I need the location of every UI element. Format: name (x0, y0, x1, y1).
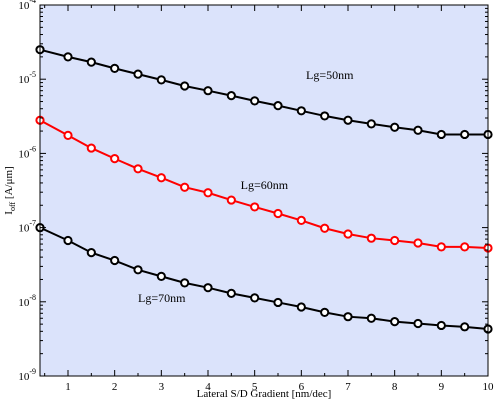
series-3-point (250, 293, 260, 303)
series-3-point (133, 265, 143, 275)
y-tick-exponent: -9 (29, 367, 36, 376)
series-1-point (180, 81, 190, 91)
annotations: Lg=50nm Lg=60nm Lg=70nm (138, 68, 354, 305)
series-2-point (180, 182, 190, 192)
series-3-point (436, 320, 446, 331)
y-tick-base: 10 (18, 74, 30, 86)
series-3-point (86, 248, 96, 258)
series-2-point (63, 130, 73, 140)
series-3-point (156, 271, 166, 281)
series-1-point (203, 86, 213, 96)
series-3-point (296, 302, 306, 312)
y-tick-label: 10-7 (18, 219, 36, 235)
series-2-point (250, 202, 260, 212)
series-1-point (63, 52, 73, 62)
x-tick-label: 4 (205, 381, 211, 393)
y-tick-exponent: -4 (29, 0, 36, 5)
plot-frame (39, 4, 489, 377)
x-tick-label: 5 (252, 381, 258, 393)
series-2-point (226, 195, 236, 205)
series-3-point (413, 318, 423, 329)
series-3-point (226, 288, 236, 298)
series-3-point (343, 312, 353, 322)
series-1-point (390, 122, 400, 132)
series-3-point (390, 317, 400, 327)
y-tick-base: 10 (18, 297, 30, 309)
series-3-point (320, 307, 330, 317)
series-3-point (203, 283, 213, 293)
y-tick-label: 10-6 (18, 144, 36, 160)
series-2-point (436, 242, 446, 252)
series-2-point (320, 223, 330, 233)
x-tick-label: 2 (112, 381, 118, 393)
y-tick-base: 10 (18, 223, 30, 235)
series-1-point (273, 101, 283, 111)
series-1-point (413, 125, 423, 135)
y-tick-base: 10 (18, 148, 30, 160)
series-2-point (133, 164, 143, 174)
series-2-point (413, 238, 423, 248)
series-2-point (296, 215, 306, 226)
series-2-point (110, 154, 120, 164)
series-1-point (133, 69, 143, 79)
x-tick-label: 10 (483, 381, 494, 393)
series-1-point (110, 63, 120, 73)
series-2-point (460, 242, 470, 252)
series-1-point (436, 129, 446, 140)
y-axis-title-main: I (3, 211, 15, 215)
series-2-point (366, 233, 376, 243)
x-tick-label: 7 (345, 381, 351, 393)
series-1-point (250, 96, 260, 106)
y-tick-label: 10-4 (18, 0, 36, 12)
y-tick-label: 10-5 (18, 70, 36, 86)
series-2-point (86, 143, 96, 153)
series-1-label: Lg=50nm (306, 68, 354, 82)
y-tick-label: 10-8 (18, 293, 36, 309)
series-3-point (110, 255, 120, 266)
series-3-point (180, 278, 190, 288)
series-2-point (156, 173, 166, 183)
series-1-point (296, 106, 306, 116)
y-tick-exponent: -7 (29, 219, 36, 228)
series-2-point (203, 188, 213, 198)
y-tick-exponent: -6 (29, 144, 36, 153)
series-3-point (460, 322, 470, 332)
series-1-point (460, 129, 470, 140)
x-tick-label: 1 (65, 381, 71, 393)
series-1-point (86, 57, 96, 67)
y-axis-title-sub: off (8, 202, 17, 212)
series-3-point (273, 297, 283, 308)
y-tick-exponent: -8 (29, 293, 36, 302)
series-3-point (63, 235, 73, 246)
y-tick-base: 10 (18, 371, 30, 383)
series-1-point (226, 91, 236, 101)
x-axis-title: Lateral S/D Gradient [nm/dec] (197, 388, 332, 400)
series-3-point (366, 313, 376, 323)
series-3-label: Lg=70nm (138, 291, 186, 305)
y-axis-title: Ioff [A/μm] (3, 166, 17, 214)
y-tick-exponent: -5 (29, 70, 36, 79)
y-tick-base: 10 (18, 0, 30, 12)
x-tick-label: 3 (159, 381, 165, 393)
x-tick-label: 6 (299, 381, 305, 393)
series-2-point (390, 235, 400, 246)
series-2-label: Lg=60nm (241, 178, 289, 192)
series-1-point (156, 75, 166, 85)
series-2-point (273, 208, 283, 219)
series-1-point (366, 119, 376, 129)
y-tick-label: 10-9 (18, 367, 36, 383)
series-1-point (320, 111, 330, 121)
y-axis-title-unit: [A/μm] (3, 166, 15, 202)
series-1-point (343, 115, 353, 125)
x-tick-label: 9 (439, 381, 445, 393)
x-tick-label: 8 (392, 381, 398, 393)
series-2-point (343, 229, 353, 239)
